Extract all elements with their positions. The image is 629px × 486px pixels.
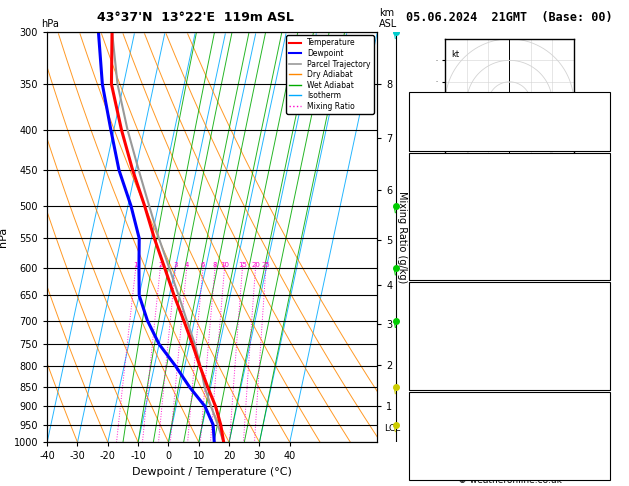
Text: 05.06.2024  21GMT  (Base: 00): 05.06.2024 21GMT (Base: 00) <box>406 11 613 24</box>
Text: 3: 3 <box>599 226 606 236</box>
Text: Dewp (°C): Dewp (°C) <box>413 188 464 197</box>
Text: Totals Totals: Totals Totals <box>413 117 473 126</box>
Text: θₑ (K): θₑ (K) <box>413 317 441 327</box>
Text: 15: 15 <box>238 262 247 268</box>
Text: Surface: Surface <box>488 153 531 163</box>
Text: EH: EH <box>413 407 427 417</box>
Text: 8: 8 <box>213 262 217 268</box>
Text: 31: 31 <box>593 375 606 385</box>
Text: Temp (°C): Temp (°C) <box>413 168 462 178</box>
Text: 15.1: 15.1 <box>583 188 606 197</box>
Text: 21: 21 <box>593 97 606 107</box>
Text: 349°: 349° <box>582 446 606 456</box>
Text: 321: 321 <box>587 207 606 217</box>
Text: kt: kt <box>452 50 460 59</box>
Text: PW (cm): PW (cm) <box>413 136 455 146</box>
Text: Most Unstable: Most Unstable <box>469 282 550 292</box>
Legend: Temperature, Dewpoint, Parcel Trajectory, Dry Adiabat, Wet Adiabat, Isotherm, Mi: Temperature, Dewpoint, Parcel Trajectory… <box>286 35 374 114</box>
Text: hPa: hPa <box>41 19 58 29</box>
Text: 2.44: 2.44 <box>584 136 606 146</box>
Text: 20: 20 <box>251 262 260 268</box>
X-axis label: Dewpoint / Temperature (°C): Dewpoint / Temperature (°C) <box>132 467 292 477</box>
Text: 10: 10 <box>220 262 229 268</box>
Text: 45: 45 <box>593 117 606 126</box>
Text: 33: 33 <box>593 427 606 436</box>
Text: LCL: LCL <box>384 424 400 433</box>
Text: km
ASL: km ASL <box>379 8 397 29</box>
Text: 950: 950 <box>587 297 606 307</box>
Text: 1: 1 <box>133 262 138 268</box>
Text: 43°37'N  13°22'E  119m ASL: 43°37'N 13°22'E 119m ASL <box>97 11 294 24</box>
Y-axis label: hPa: hPa <box>0 227 8 247</box>
Text: 0: 0 <box>599 265 606 275</box>
Text: StmDir: StmDir <box>413 446 448 456</box>
Text: 6: 6 <box>201 262 205 268</box>
Text: Pressure (mb): Pressure (mb) <box>413 297 482 307</box>
Text: CAPE (J): CAPE (J) <box>413 246 453 256</box>
Y-axis label: Mixing Ratio (g/kg): Mixing Ratio (g/kg) <box>396 191 406 283</box>
Text: θᴁ(K): θᴁ(K) <box>413 207 441 217</box>
Text: 23: 23 <box>593 407 606 417</box>
Text: 3: 3 <box>173 262 178 268</box>
Text: 7: 7 <box>599 466 606 475</box>
Text: Lifted Index: Lifted Index <box>413 226 472 236</box>
Text: 18.2: 18.2 <box>584 168 606 178</box>
Text: 2: 2 <box>158 262 162 268</box>
Text: Lifted Index: Lifted Index <box>413 336 472 346</box>
Text: Hodograph: Hodograph <box>478 392 541 402</box>
Text: StmSpd (kt): StmSpd (kt) <box>413 466 472 475</box>
Text: 4: 4 <box>184 262 189 268</box>
Text: © weatheronline.co.uk: © weatheronline.co.uk <box>457 475 562 485</box>
Text: CIN (J): CIN (J) <box>413 375 444 385</box>
Text: CAPE (J): CAPE (J) <box>413 356 453 365</box>
Text: 0: 0 <box>599 356 606 365</box>
Text: 325: 325 <box>587 317 606 327</box>
Text: SREH: SREH <box>413 427 440 436</box>
Text: 1: 1 <box>599 336 606 346</box>
Text: 0: 0 <box>599 246 606 256</box>
Text: K: K <box>413 97 420 107</box>
Text: CIN (J): CIN (J) <box>413 265 444 275</box>
Text: 25: 25 <box>262 262 270 268</box>
